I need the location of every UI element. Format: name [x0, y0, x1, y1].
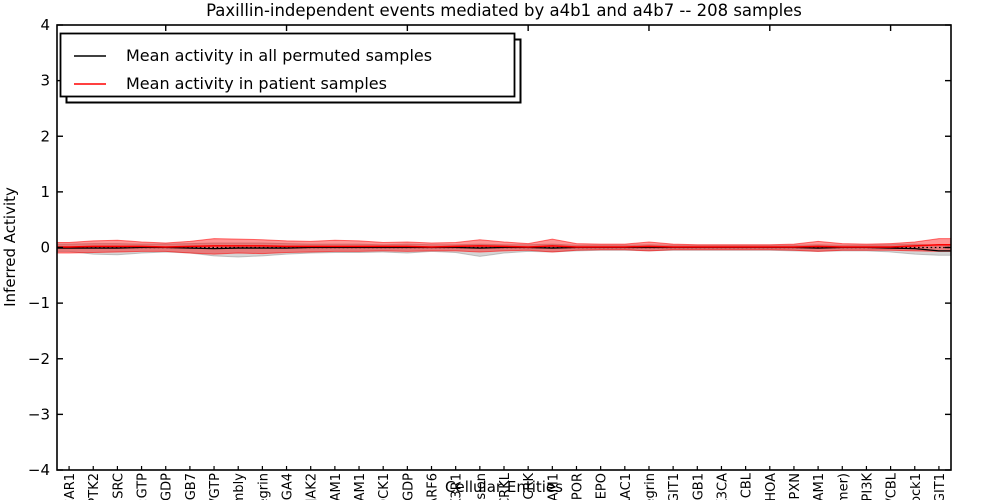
x-tick-label: mol:GTP	[136, 473, 151, 500]
y-tick-label: 2	[40, 127, 50, 145]
legend-box	[59, 32, 516, 98]
x-tick-label: DOCK1	[377, 473, 392, 500]
x-tick-label: CBL	[740, 472, 755, 498]
y-tick-label: −4	[28, 461, 50, 479]
x-tick-label: PI3K	[860, 473, 875, 500]
y-tick-labels: 4 3 2 1 0 −1 −2 −3 −4	[28, 16, 50, 479]
x-tick-label: CRKL	[498, 472, 513, 500]
y-tick-label: 4	[40, 16, 50, 34]
x-tick-label: alpha4/beta1 Integrin/Paxillin/GIT1	[933, 473, 948, 500]
x-tick-label: SRC	[111, 473, 126, 499]
chart-title: Paxillin-independent events mediated by …	[206, 1, 802, 20]
x-tick-label: RAC1	[619, 473, 634, 500]
x-tick-label: CRK	[522, 473, 537, 500]
x-tick-label: alpha4/beta7 Integrin	[256, 473, 271, 500]
x-tick-label: Rac1/GTP	[208, 473, 223, 500]
x-tick-label: PIK3CA	[716, 473, 731, 500]
x-tick-label: EPO	[595, 473, 610, 499]
x-tick-label: PIK3R1	[450, 473, 465, 500]
y-tick-label: −1	[28, 294, 50, 312]
x-tick-label: GIT1	[667, 473, 682, 500]
x-tick-label: JAK2	[305, 473, 320, 500]
axis-ticks	[57, 24, 951, 471]
y-tick-label: −2	[28, 350, 50, 368]
x-tick-label: ITGB1	[691, 473, 706, 500]
x-tick-label: ITGA4	[281, 473, 296, 500]
x-axis-label: Cellular Entities	[445, 478, 563, 496]
x-tick-label: BCAR1	[63, 473, 78, 500]
x-tick-label: PXN	[788, 473, 803, 499]
series-lines	[57, 243, 951, 252]
x-tick-label: ARF6	[426, 473, 441, 500]
x-tick-label: EPOR	[571, 473, 586, 500]
y-axis-label: Inferred Activity	[1, 187, 19, 307]
legend-label-patient: Mean activity in patient samples	[126, 74, 387, 93]
x-tick-label: cell adhesion	[474, 473, 489, 500]
x-tick-label: EPO/EPOR (dimer)	[836, 473, 851, 500]
y-tick-label: −3	[28, 405, 50, 423]
x-tick-labels: BCAR1 PTK2 SRC mol:GTP mol:GDP ITGB7 Rac1/GTP l…	[63, 472, 948, 500]
x-tick-label: alpha4/beta1 Integrin/VCAM1	[812, 473, 827, 500]
x-tick-label: RHOA	[764, 473, 779, 500]
legend: Mean activity in all permuted samples Me…	[59, 32, 522, 104]
x-tick-label: lamellipodium assembly	[232, 473, 247, 500]
x-tick-label: Rac1/GDP	[401, 473, 416, 500]
x-tick-label: ITGB7	[184, 473, 199, 500]
series-line-1	[57, 243, 951, 248]
y-tick-label: 3	[40, 72, 50, 90]
y-tick-label: 0	[40, 239, 50, 257]
x-tick-label: VCAM1	[329, 473, 344, 500]
x-tick-label: mol:GDP	[160, 473, 175, 500]
x-tick-label: p130Cas/Crk/Dock1	[909, 473, 924, 500]
x-tick-label: alpha4/beta7 Integrin/MAdCAM1	[546, 473, 561, 500]
legend-label-permuted: Mean activity in all permuted samples	[126, 46, 432, 65]
x-tick-label: MADCAM1	[353, 473, 368, 500]
y-tick-label: 1	[40, 183, 50, 201]
x-tick-label: PTK2	[87, 473, 102, 500]
x-tick-label: CRKL/CBL	[885, 472, 900, 500]
x-tick-label: alpha4/beta1 Integrin	[643, 473, 658, 500]
series-line-0	[57, 246, 951, 252]
